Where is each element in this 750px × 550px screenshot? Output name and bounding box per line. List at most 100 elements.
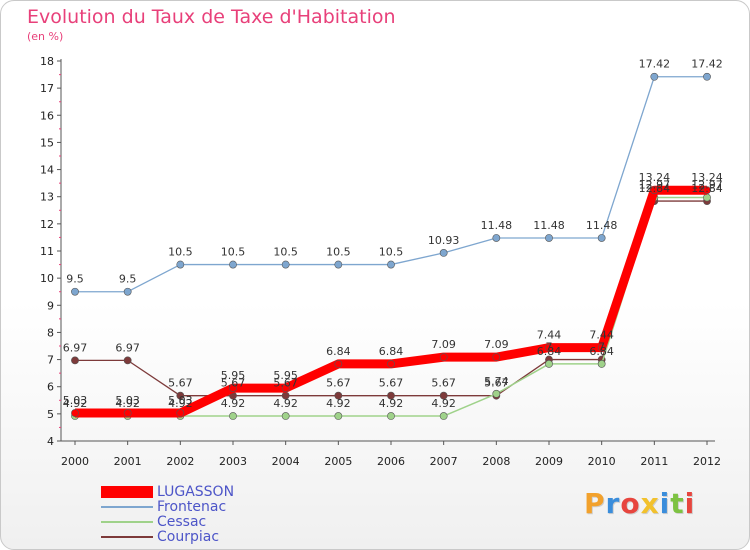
y-tick-label: 15 (40, 136, 54, 149)
data-point (439, 412, 448, 420)
data-label: 13.24 (639, 171, 671, 184)
data-label: 5.67 (484, 377, 509, 390)
data-label: 6.84 (537, 345, 562, 358)
data-label: 5.03 (168, 394, 193, 407)
data-label: 11.48 (481, 219, 513, 232)
data-label: 6.97 (63, 341, 88, 354)
data-label: 10.5 (273, 246, 298, 259)
legend-label: Frontenac (157, 499, 227, 515)
data-point (387, 360, 395, 368)
data-label: 17.42 (639, 58, 671, 71)
data-label: 5.67 (326, 377, 351, 390)
logo-letter: i (684, 487, 696, 520)
y-tick-label: 10 (40, 272, 54, 285)
data-point (650, 186, 659, 195)
proxiti-logo: Proxiti (584, 487, 695, 520)
data-point (545, 360, 553, 368)
data-label: 6.84 (326, 345, 351, 358)
y-tick-label: 16 (40, 109, 54, 122)
data-point (492, 353, 501, 362)
data-point (281, 384, 290, 392)
chart-subtitle: (en %) (27, 30, 64, 43)
data-point (597, 343, 606, 352)
data-label: 4.92 (326, 397, 351, 410)
x-tick-label: 2003 (219, 455, 247, 468)
data-label: 13.24 (691, 171, 723, 184)
data-point (123, 287, 132, 296)
data-point (334, 412, 343, 420)
data-point (71, 409, 79, 417)
data-label: 9.5 (119, 273, 137, 286)
data-label: 7.44 (537, 329, 562, 342)
data-label: 12.84 (691, 182, 723, 195)
x-tick-label: 2010 (588, 455, 616, 468)
data-point (650, 72, 659, 81)
x-tick-label: 2004 (272, 455, 300, 468)
legend-label: Cessac (157, 514, 207, 530)
data-label: 5.67 (431, 377, 456, 390)
data-label: 5.03 (115, 394, 140, 407)
y-tick-label: 17 (40, 82, 54, 95)
chart-title: Evolution du Taux de Taxe d'Habitation (27, 6, 396, 28)
logo-letter: x (640, 487, 660, 520)
data-label: 7.09 (484, 338, 509, 351)
data-point (123, 356, 132, 365)
data-label: 5.95 (221, 369, 246, 382)
data-point (703, 186, 711, 195)
data-label: 12.84 (639, 182, 671, 195)
x-tick-label: 2008 (482, 455, 510, 468)
data-label: 4.92 (221, 397, 246, 410)
x-tick-label: 2001 (114, 455, 142, 468)
y-tick-label: 8 (47, 326, 54, 339)
logo-letter: r (605, 487, 621, 520)
data-label: 4.92 (63, 397, 88, 410)
data-point (334, 260, 343, 269)
x-tick-label: 2007 (430, 455, 458, 468)
logo-letter: t (670, 487, 685, 520)
x-tick-label: 2006 (377, 455, 405, 468)
y-tick-label: 14 (40, 164, 54, 177)
data-label: 4.92 (273, 397, 298, 410)
data-label: 12.97 (639, 179, 671, 192)
data-point (492, 389, 501, 398)
data-label: 17.42 (691, 58, 723, 71)
data-point (176, 391, 185, 400)
logo-letter: o (620, 487, 641, 520)
series-line-frontenac (75, 76, 707, 293)
data-label: 5.03 (63, 394, 88, 407)
data-point (334, 391, 343, 400)
data-label: 10.5 (379, 246, 404, 259)
data-label: 10.93 (428, 234, 460, 247)
data-label: 7.44 (589, 329, 614, 342)
legend-label: Courpiac (157, 529, 220, 545)
data-point (597, 360, 606, 368)
data-label: 4.92 (168, 397, 193, 410)
data-point (545, 234, 553, 242)
data-point (176, 409, 185, 417)
legend-label: LUGASSON (157, 484, 235, 500)
data-label: 5.67 (221, 377, 246, 390)
y-tick-label: 4 (47, 435, 54, 448)
data-point (281, 260, 290, 269)
x-tick-label: 2005 (324, 455, 352, 468)
data-point (492, 234, 501, 242)
y-tick-label: 7 (47, 354, 54, 367)
data-label: 10.5 (168, 246, 193, 259)
legend-swatch (101, 521, 153, 523)
data-label: 10.5 (221, 246, 246, 259)
data-label: 11.48 (586, 219, 618, 232)
legend-swatch (101, 486, 153, 498)
data-label: 4.92 (379, 397, 404, 410)
data-label: 5.67 (379, 377, 404, 390)
y-tick-label: 6 (47, 381, 54, 394)
x-tick-label: 2000 (61, 455, 89, 468)
y-tick-label: 5 (47, 408, 54, 421)
data-label: 6.84 (379, 345, 404, 358)
data-point (597, 234, 606, 242)
data-point (387, 412, 395, 420)
data-label: 7 (546, 341, 553, 354)
logo-letter: P (584, 487, 606, 520)
data-label: 5.95 (273, 369, 298, 382)
